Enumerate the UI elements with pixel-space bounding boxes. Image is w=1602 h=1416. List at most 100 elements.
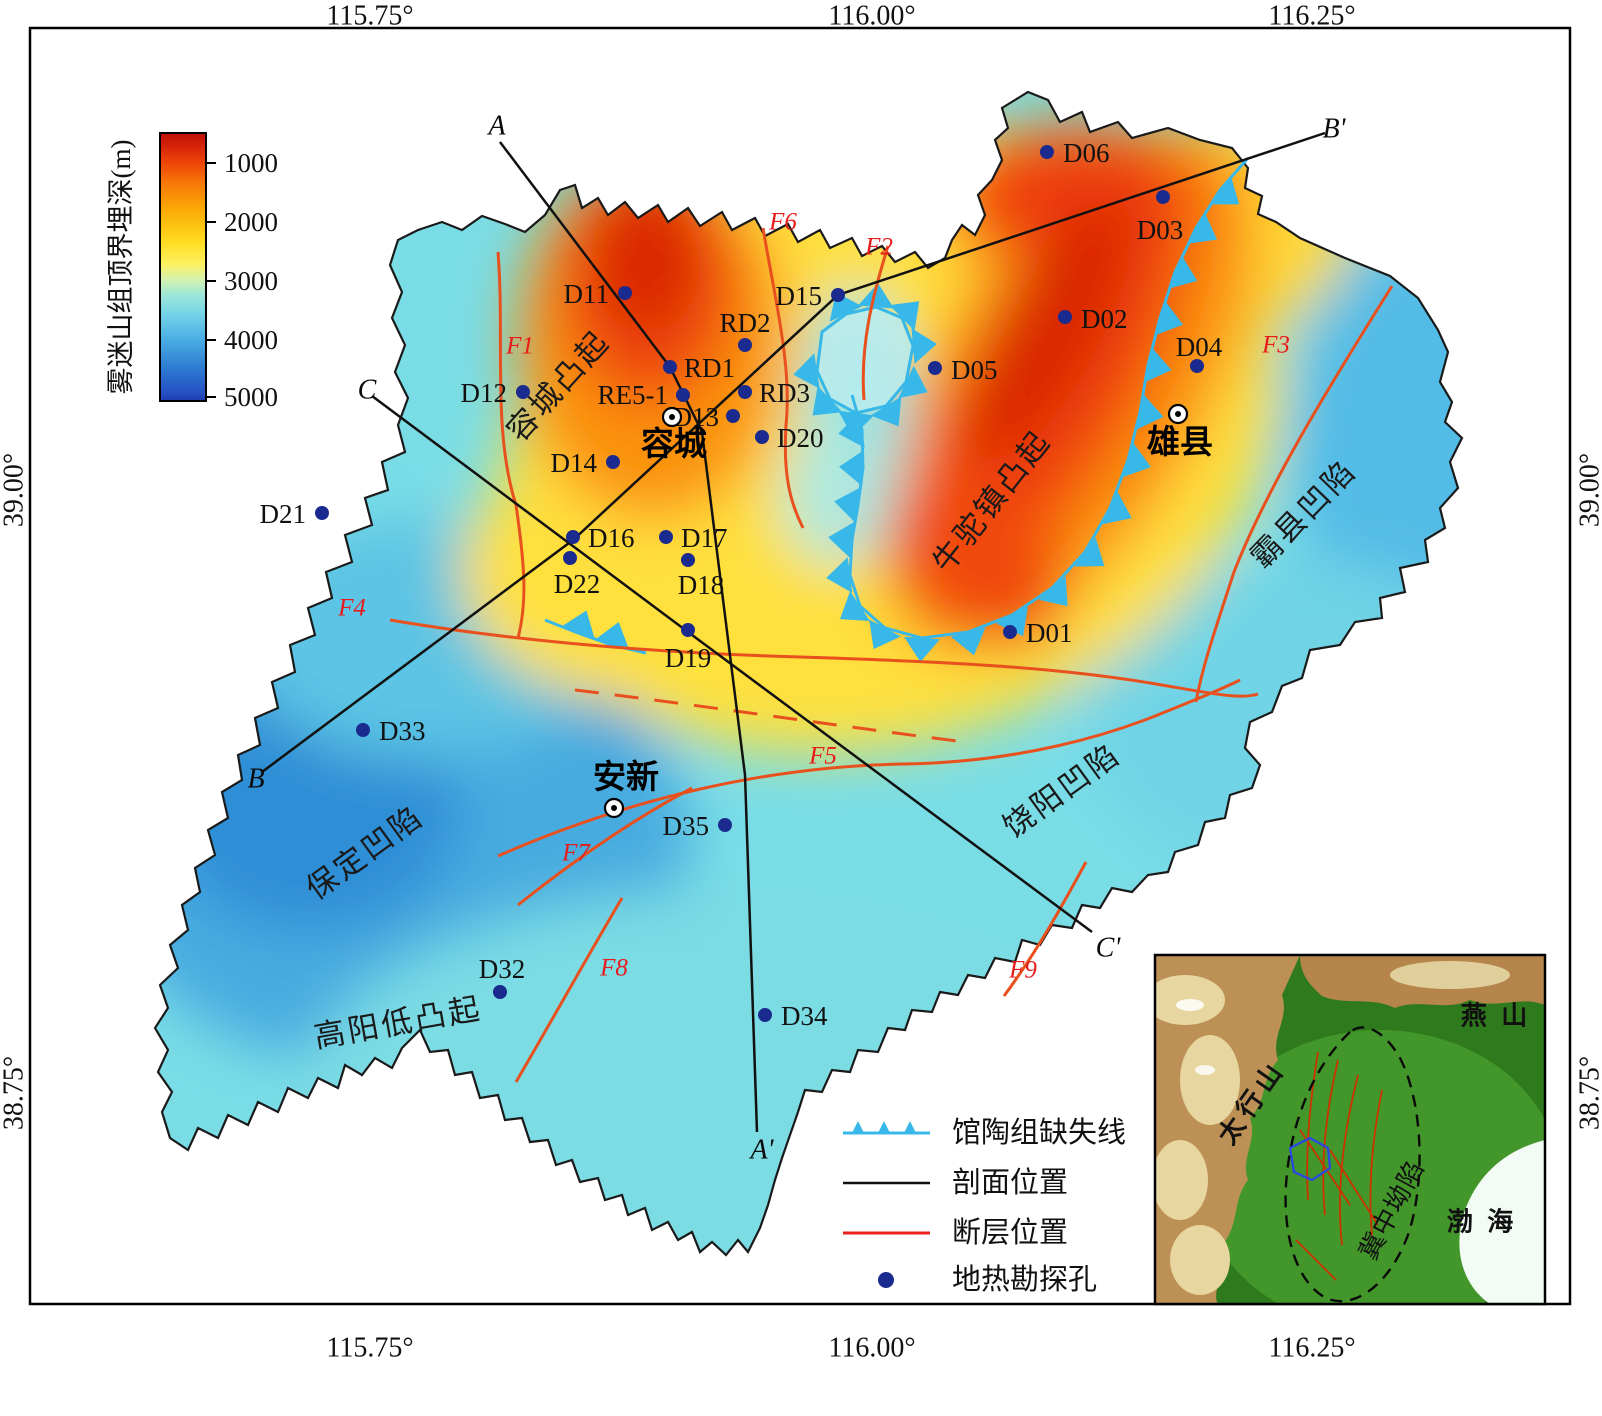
- inset-faults: [1295, 1051, 1383, 1281]
- well-dot: [755, 430, 769, 444]
- fault-dashed: [574, 688, 966, 744]
- wells-layer: D06D03D02D05D04D15D11RD2RD1RD3RE5-1D13D1…: [260, 138, 1223, 1031]
- well-dot: [356, 723, 370, 737]
- fault-f3: [1194, 285, 1394, 703]
- inset-taihang-mountains: [1155, 955, 1300, 1304]
- well-D20: D20: [755, 423, 824, 453]
- well-D32: D32: [479, 954, 526, 999]
- inset-label: 渤 海: [1447, 1208, 1518, 1237]
- axis-label-bottom: 115.75°: [326, 1333, 413, 1364]
- well-dot: [1040, 145, 1054, 159]
- well-dot: [718, 818, 732, 832]
- section-label: A': [748, 1135, 774, 1166]
- well-label: D12: [461, 378, 508, 408]
- inset-border: [1153, 953, 1547, 1306]
- well-D33: D33: [356, 716, 426, 746]
- well-label: RD2: [719, 308, 770, 338]
- well-label: D06: [1063, 138, 1110, 168]
- fault-f9: [1002, 861, 1088, 997]
- legend-row-fault: 断层位置: [843, 1216, 1068, 1249]
- well-label: RD3: [759, 378, 810, 408]
- legend-row-well: 地热勘探孔: [878, 1263, 1097, 1296]
- well-dot: [928, 361, 942, 375]
- well-label: D01: [1026, 618, 1073, 648]
- well-D14: D14: [551, 448, 620, 478]
- fault-f7: [517, 786, 693, 907]
- section-line-a: [499, 141, 759, 1133]
- city-symbol-dot: [669, 414, 675, 420]
- legend-label-section: 剖面位置: [952, 1166, 1068, 1199]
- legend-row-missing-line: 馆陶组缺失线: [843, 1116, 1126, 1149]
- well-D22: D22: [554, 551, 601, 599]
- city-label: 安新: [593, 759, 659, 796]
- legend-label-well: 地热勘探孔: [952, 1263, 1097, 1296]
- well-D11: D11: [564, 279, 632, 309]
- well-D12: D12: [461, 378, 530, 408]
- axis-label-top: 116.00°: [828, 1, 915, 32]
- well-dot: [563, 551, 577, 565]
- well-label: D33: [379, 716, 426, 746]
- well-RD3: RD3: [738, 378, 810, 408]
- well-label: D05: [951, 355, 998, 385]
- well-D34: D34: [758, 1001, 828, 1031]
- well-label: D34: [781, 1001, 828, 1031]
- fault-label-f5: F5: [808, 743, 837, 770]
- city-label: 雄县: [1147, 424, 1213, 461]
- colorbar-tick-label: 1000: [224, 148, 278, 178]
- section-label: C': [1096, 933, 1122, 964]
- well-D21: D21: [260, 499, 329, 529]
- well-RE5-1: RE5-1: [598, 380, 690, 410]
- well-D15: D15: [776, 281, 845, 311]
- colorbar-tick-label: 5000: [224, 382, 278, 412]
- well-label: D32: [479, 954, 526, 984]
- fault-label-f9: F9: [1008, 957, 1037, 984]
- legend-label-missing-line: 馆陶组缺失线: [952, 1116, 1126, 1149]
- inset-study-area-outline: [1288, 1136, 1332, 1182]
- well-D05: D05: [928, 355, 998, 385]
- well-dot: [676, 388, 690, 402]
- well-label: D03: [1137, 215, 1184, 245]
- map-legend: 馆陶组缺失线 剖面位置 断层位置 地热勘探孔: [843, 1116, 1126, 1296]
- well-label: D16: [588, 523, 635, 553]
- well-label: RE5-1: [598, 380, 669, 410]
- well-dot: [831, 288, 845, 302]
- colorbar: 雾迷山组顶界埋深(m) 1000 2000 3000 4000 5000: [106, 132, 278, 412]
- well-label: D19: [665, 643, 712, 673]
- well-D03: D03: [1137, 190, 1184, 245]
- missing-main-line: [826, 157, 1250, 662]
- section-line-b: [261, 131, 1326, 774]
- legend-row-section: 剖面位置: [843, 1166, 1068, 1199]
- well-dot: [1156, 190, 1170, 204]
- well-dot: [1058, 310, 1072, 324]
- fault-label-f4: F4: [337, 595, 366, 622]
- well-dot: [566, 530, 580, 544]
- well-dot: [681, 553, 695, 567]
- fault-f8: [514, 897, 624, 1083]
- well-D17: D17: [659, 523, 728, 553]
- well-label: D15: [776, 281, 823, 311]
- colorbar-gradient: [160, 133, 206, 401]
- well-label: D22: [554, 569, 601, 599]
- map-outline: [153, 90, 1464, 1257]
- well-dot: [726, 409, 740, 423]
- fault-label-f8: F8: [599, 955, 628, 982]
- well-dot: [738, 338, 752, 352]
- well-dot: [663, 360, 677, 374]
- fault-label-f3: F3: [1261, 332, 1290, 359]
- fault-label-f6: F6: [768, 209, 797, 236]
- well-D06: D06: [1040, 138, 1110, 168]
- well-label: D20: [777, 423, 824, 453]
- section-labels: A A' B B' C C': [247, 111, 1346, 1166]
- fault-label-f7: F7: [561, 840, 591, 867]
- inset-jizhong-depression-outline: [1284, 1026, 1421, 1303]
- missing-line-triangles: [852, 1121, 916, 1133]
- well-D18: D18: [678, 553, 725, 600]
- inset-label: 燕 山: [1461, 1002, 1532, 1031]
- well-D04: D04: [1176, 332, 1223, 373]
- well-label: D35: [663, 811, 710, 841]
- well-label: RD1: [684, 353, 735, 383]
- well-label: D18: [678, 570, 725, 600]
- city-symbol-dot: [1175, 411, 1181, 417]
